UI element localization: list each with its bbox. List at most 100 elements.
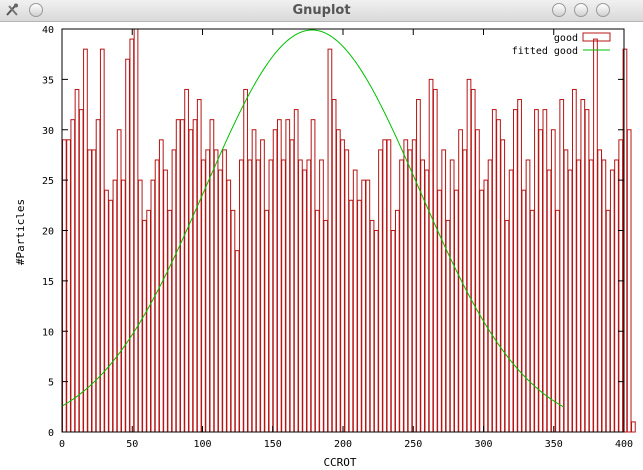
histogram-bar xyxy=(285,119,291,433)
x-tick-label: 0 xyxy=(59,439,65,450)
histogram-bar xyxy=(213,149,219,433)
histogram-bar xyxy=(264,209,270,433)
histogram-bar xyxy=(323,219,329,433)
histogram-bar xyxy=(192,119,198,433)
histogram-bar xyxy=(386,139,392,433)
histogram-bar xyxy=(441,149,447,433)
histogram-bar xyxy=(618,139,624,433)
histogram-bar xyxy=(260,139,265,433)
x-tick-label: 200 xyxy=(334,439,352,450)
histogram-bar xyxy=(129,38,135,433)
histogram-bar xyxy=(609,169,615,433)
histogram-bar xyxy=(91,149,97,433)
histogram-bar xyxy=(394,209,400,433)
x-tick-label: 250 xyxy=(404,439,422,450)
x-tick-label: 50 xyxy=(126,439,138,450)
histogram-bar xyxy=(234,250,240,433)
histogram-bar xyxy=(475,129,480,433)
x-tick-label: 150 xyxy=(264,439,282,450)
histogram-bar xyxy=(201,159,206,433)
y-tick-label: 25 xyxy=(42,176,54,187)
histogram-bar xyxy=(83,48,88,433)
histogram-bar xyxy=(357,199,362,433)
histogram-bar xyxy=(142,219,147,433)
y-tick-label: 30 xyxy=(42,126,54,137)
histogram-bar xyxy=(567,169,573,433)
histogram-bar xyxy=(466,78,472,433)
histogram-bar xyxy=(631,421,636,433)
histogram-bar xyxy=(344,149,350,433)
minimize-icon[interactable] xyxy=(552,3,566,17)
histogram-bar xyxy=(542,109,548,433)
histogram-bar xyxy=(222,149,227,433)
histogram-bar xyxy=(572,88,577,433)
histogram-bar xyxy=(491,109,497,433)
y-tick-label: 20 xyxy=(42,227,54,238)
histogram-bar xyxy=(508,169,514,433)
histogram-bar xyxy=(314,209,320,433)
histogram-bar xyxy=(373,230,379,433)
tools-icon[interactable] xyxy=(5,3,19,17)
histogram-bar xyxy=(378,149,383,433)
histogram-bar xyxy=(289,139,295,433)
histogram-bar xyxy=(217,169,223,433)
histogram-bar xyxy=(563,149,569,433)
histogram-bar xyxy=(230,209,236,433)
histogram-bar xyxy=(74,88,80,433)
histogram-bar xyxy=(268,159,274,433)
y-tick-label: 35 xyxy=(42,75,54,86)
histogram-bar xyxy=(588,159,594,433)
y-tick-label: 40 xyxy=(42,25,54,36)
histogram-bar xyxy=(281,159,286,433)
histogram-bar xyxy=(196,99,202,433)
histogram-bar xyxy=(331,99,337,433)
histogram-bar xyxy=(496,119,501,433)
histogram-bar xyxy=(78,109,84,433)
histogram-bar xyxy=(416,99,421,433)
histogram-bar xyxy=(298,159,303,433)
histogram-bar xyxy=(188,129,194,433)
x-tick-label: 350 xyxy=(545,439,563,450)
histogram-bar xyxy=(163,169,168,433)
histogram-bar xyxy=(365,179,371,433)
legend-swatch-good xyxy=(582,32,611,42)
histogram-bar xyxy=(243,88,248,433)
histogram-bar xyxy=(352,169,358,433)
histogram-bar xyxy=(428,78,434,433)
histogram-bar xyxy=(175,119,181,433)
histogram-bar xyxy=(411,139,417,433)
x-tick-label: 100 xyxy=(193,439,211,450)
histogram-bar xyxy=(137,179,143,433)
histogram-bar xyxy=(403,139,409,433)
close-icon[interactable] xyxy=(596,3,610,17)
histogram-bar xyxy=(487,159,493,433)
histogram-bar xyxy=(453,189,459,433)
histogram-bar xyxy=(70,119,76,433)
maximize-icon[interactable] xyxy=(574,3,588,17)
histogram-bar xyxy=(306,159,312,433)
histogram-bar xyxy=(180,119,185,433)
histogram-bar xyxy=(597,149,603,433)
histogram-bar xyxy=(116,129,122,433)
fit-curve-line xyxy=(61,29,564,408)
histogram-bar xyxy=(66,139,71,433)
y-axis-label: #Particles xyxy=(14,199,27,265)
y-tick-label: 0 xyxy=(48,428,54,439)
histogram-bar xyxy=(184,88,189,433)
window-menu-icon[interactable] xyxy=(29,3,43,17)
y-tick-label: 15 xyxy=(42,277,54,288)
histogram-bar xyxy=(529,209,535,433)
histogram-bar xyxy=(584,109,590,433)
histogram-bar xyxy=(407,149,413,433)
x-axis-label: CCROT xyxy=(323,456,356,466)
y-tick-label: 10 xyxy=(42,327,54,338)
histogram-bar xyxy=(293,109,299,433)
histogram-bar xyxy=(319,159,324,433)
histogram-bar xyxy=(479,189,485,433)
histogram-bar xyxy=(534,109,539,433)
histogram-bar xyxy=(555,209,560,433)
histogram-bar xyxy=(171,149,177,433)
histogram-bar xyxy=(104,189,109,433)
histogram-bar xyxy=(525,159,531,433)
histogram-bar xyxy=(369,219,375,433)
